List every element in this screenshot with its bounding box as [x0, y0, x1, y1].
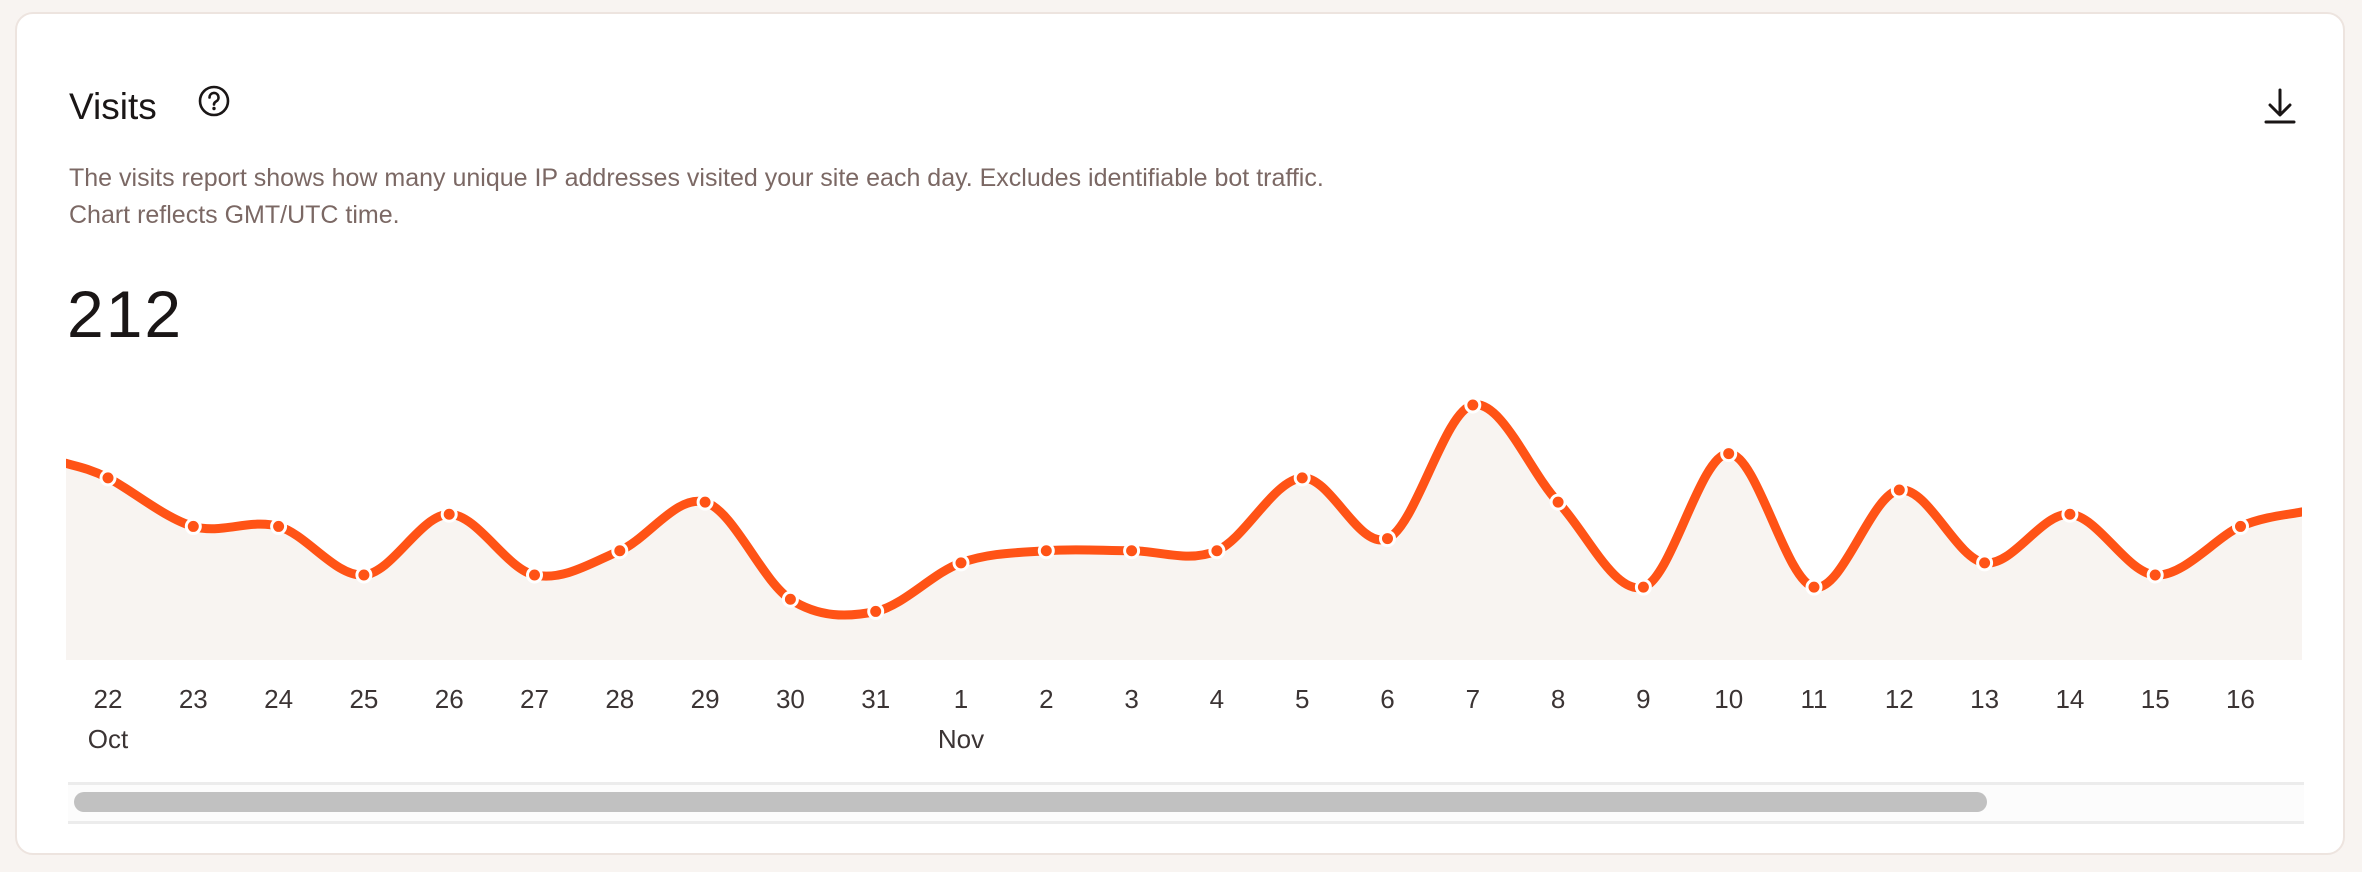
x-tick-label: 26	[435, 684, 464, 714]
data-point-23[interactable]	[184, 517, 202, 535]
data-point-24[interactable]	[270, 517, 288, 535]
data-point-7[interactable]	[1464, 396, 1482, 414]
data-point-13[interactable]	[1976, 554, 1994, 572]
visits-card: Visits The visits report shows how many …	[15, 12, 2345, 855]
question-circle-icon[interactable]	[197, 84, 231, 118]
data-point-9[interactable]	[1634, 578, 1652, 596]
x-tick-label: 9	[1636, 684, 1650, 714]
x-tick-label: 3	[1124, 684, 1138, 714]
scrollbar-thumb[interactable]	[74, 792, 1987, 812]
x-tick-label: 11	[1801, 684, 1828, 714]
x-tick-label: 7	[1466, 684, 1480, 714]
card-title: Visits	[69, 86, 157, 127]
x-tick-label: 31	[861, 684, 890, 714]
x-tick-label: 13	[1970, 684, 1999, 714]
x-tick-label: 29	[691, 684, 720, 714]
month-label: Oct	[88, 724, 129, 754]
x-tick-label: 12	[1885, 684, 1914, 714]
data-point-26[interactable]	[440, 505, 458, 523]
data-point-8[interactable]	[1549, 493, 1567, 511]
data-point-1[interactable]	[952, 554, 970, 572]
x-tick-label: 23	[179, 684, 208, 714]
x-tick-label: 15	[2141, 684, 2170, 714]
month-label: Nov	[938, 724, 984, 754]
x-tick-label: 6	[1380, 684, 1394, 714]
data-point-22[interactable]	[99, 469, 117, 487]
data-point-27[interactable]	[526, 566, 543, 584]
x-tick-label: 14	[2055, 684, 2084, 714]
chart-scrollbar[interactable]	[68, 782, 2304, 824]
x-tick-label: 1	[954, 684, 968, 714]
x-tick-label: 8	[1551, 684, 1565, 714]
download-icon[interactable]	[2260, 84, 2300, 128]
data-point-15[interactable]	[2146, 566, 2164, 584]
data-point-30[interactable]	[781, 590, 799, 608]
card-description: The visits report shows how many unique …	[69, 164, 1324, 229]
data-point-10[interactable]	[1720, 445, 1738, 463]
data-point-5[interactable]	[1293, 469, 1311, 487]
data-point-14[interactable]	[2061, 505, 2079, 523]
x-tick-label: 28	[605, 684, 634, 714]
area-fill	[66, 404, 2302, 660]
x-tick-label: 25	[349, 684, 378, 714]
x-tick-label: 27	[520, 684, 549, 714]
x-tick-label: 22	[94, 684, 123, 714]
data-point-6[interactable]	[1379, 530, 1396, 548]
x-tick-label: 30	[776, 684, 805, 714]
data-point-3[interactable]	[1123, 542, 1141, 560]
data-point-25[interactable]	[355, 566, 373, 584]
x-tick-label: 10	[1714, 684, 1743, 714]
data-point-29[interactable]	[696, 493, 714, 511]
data-point-12[interactable]	[1890, 481, 1908, 499]
data-point-28[interactable]	[611, 542, 629, 560]
total-visits: 212	[67, 277, 184, 351]
x-tick-label: 16	[2226, 684, 2255, 714]
data-point-2[interactable]	[1037, 542, 1055, 560]
x-tick-label: 24	[264, 684, 293, 714]
x-tick-label: 4	[1210, 684, 1224, 714]
data-point-31[interactable]	[867, 602, 885, 620]
x-tick-label: 2	[1039, 684, 1053, 714]
data-point-4[interactable]	[1208, 542, 1226, 560]
data-point-16[interactable]	[2232, 517, 2249, 535]
data-point-11[interactable]	[1805, 578, 1823, 596]
x-tick-label: 5	[1295, 684, 1309, 714]
